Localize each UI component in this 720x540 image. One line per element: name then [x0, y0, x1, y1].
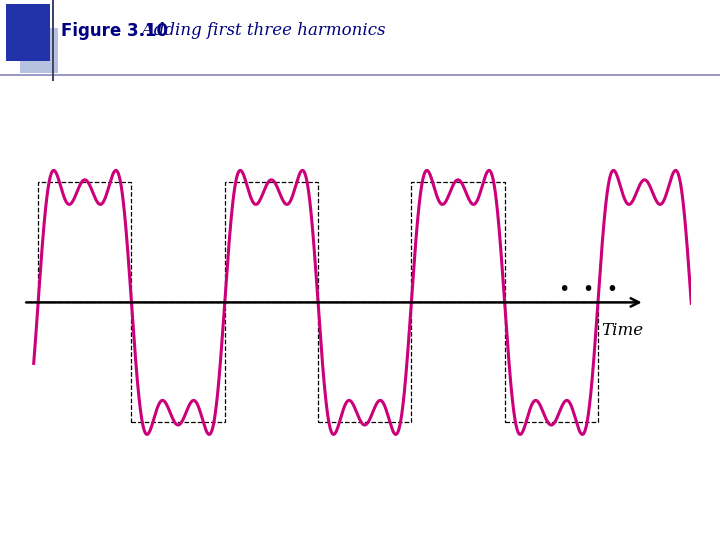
- Text: Figure 3.10: Figure 3.10: [61, 22, 168, 40]
- Bar: [38, 183, 132, 302]
- Text: Time: Time: [601, 322, 643, 340]
- Bar: [505, 302, 598, 422]
- Text: •  •  •: • • •: [559, 280, 618, 299]
- Bar: [132, 302, 225, 422]
- Bar: [6, 4, 50, 60]
- Text: Adding first three harmonics: Adding first three harmonics: [126, 22, 385, 39]
- Bar: [20, 28, 58, 73]
- Bar: [225, 183, 318, 302]
- Bar: [318, 302, 411, 422]
- Bar: [411, 183, 505, 302]
- Bar: [52, 0, 54, 81]
